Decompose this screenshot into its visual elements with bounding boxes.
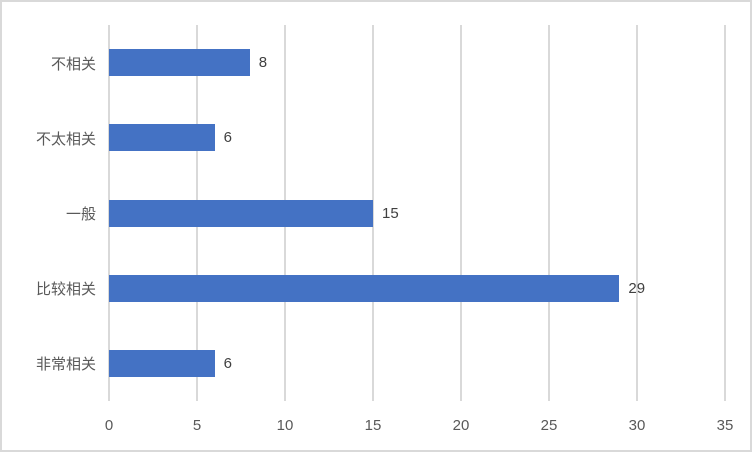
gridline (724, 25, 726, 401)
data-label: 8 (258, 54, 268, 72)
bar-非常相关 (109, 349, 215, 377)
gridline (548, 25, 550, 401)
data-label: 29 (628, 279, 646, 297)
category-label: 不太相关 (35, 130, 96, 148)
x-tick-label: 30 (628, 417, 646, 434)
category-label: 一般 (65, 206, 96, 223)
bar-一般 (109, 199, 373, 227)
category-label: 不相关 (50, 55, 96, 73)
category-label: 非常相关 (35, 356, 96, 374)
x-tick-label: 0 (104, 417, 114, 434)
gridline (460, 25, 462, 401)
x-tick-label: 15 (364, 417, 382, 434)
category-label: 比较相关 (35, 281, 96, 299)
x-tick-label: 20 (452, 417, 470, 434)
plot-area: 8 6 15 29 6 (108, 25, 726, 401)
bar-不相关 (109, 49, 250, 77)
x-tick-label: 10 (276, 417, 294, 434)
data-label: 15 (382, 204, 399, 222)
bar-比较相关 (109, 274, 620, 302)
x-tick-label: 35 (716, 417, 734, 434)
gridline (636, 25, 638, 401)
x-tick-label: 5 (192, 417, 202, 434)
x-tick-label: 25 (540, 417, 558, 434)
gridline (372, 25, 374, 401)
bar-不太相关 (109, 124, 215, 152)
data-label: 6 (223, 129, 232, 147)
data-label: 6 (223, 354, 232, 372)
